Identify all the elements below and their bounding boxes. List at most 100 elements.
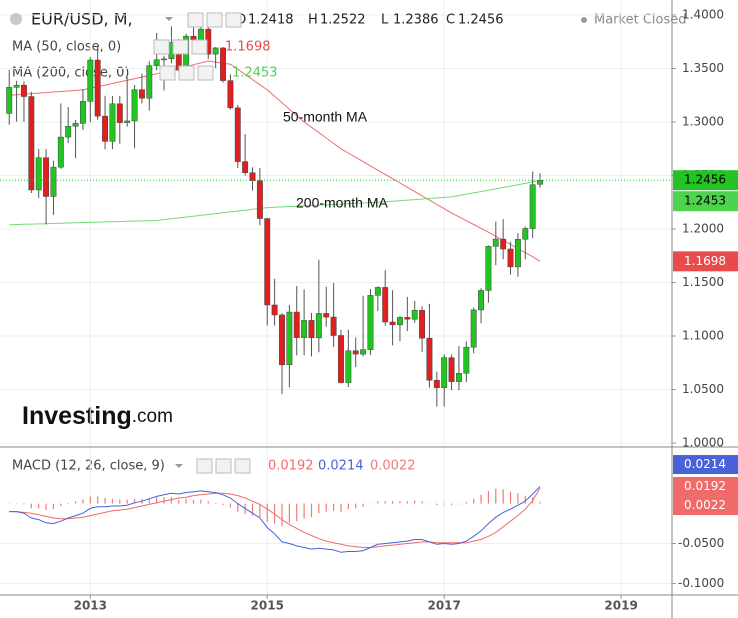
- y-tick-label: -0.1000: [678, 576, 724, 590]
- macd-line: [9, 486, 541, 553]
- histogram-bar: [222, 503, 224, 506]
- histogram-bar: [207, 501, 209, 504]
- ohlc-key: L: [381, 13, 389, 28]
- logo: Investing.com: [22, 402, 173, 430]
- histogram-bar: [52, 503, 55, 510]
- candle-body: [35, 157, 42, 191]
- histogram-bar: [369, 503, 372, 505]
- candle-body: [249, 172, 256, 181]
- status-dot: [581, 17, 587, 23]
- histogram-bar: [89, 496, 91, 504]
- candle-body: [419, 310, 426, 339]
- x-tick-label: 2015: [251, 599, 284, 613]
- histogram-bar: [281, 503, 283, 526]
- y-tick-label: 1.1000: [682, 329, 724, 343]
- candle-body: [271, 304, 278, 316]
- histogram-bar: [428, 503, 431, 505]
- x-tick-label: 2017: [427, 599, 460, 613]
- candle-body: [470, 309, 477, 348]
- histogram-bar: [229, 503, 231, 508]
- candle-body: [234, 107, 241, 162]
- histogram-bar: [421, 501, 423, 504]
- histogram-bar: [111, 498, 114, 504]
- histogram-bar: [178, 499, 180, 504]
- legend-icon: [196, 458, 213, 474]
- moving-average-line: [9, 180, 541, 226]
- candle-body: [286, 311, 293, 366]
- histogram-bar: [30, 503, 32, 509]
- histogram-bar: [97, 496, 99, 504]
- legend-icon: [234, 458, 251, 474]
- histogram-bar: [60, 503, 62, 507]
- candle-body: [72, 123, 79, 127]
- histogram-bar: [473, 498, 475, 504]
- histogram-bar: [487, 490, 490, 504]
- histogram-bar: [391, 501, 394, 504]
- ma50-price-label: 1.1698: [684, 254, 726, 268]
- legend-icon: [159, 65, 176, 81]
- candle-body: [397, 317, 403, 326]
- histogram-bar: [133, 498, 136, 504]
- histogram-bar: [185, 498, 187, 504]
- histogram-bar: [296, 503, 298, 522]
- candle-body: [50, 166, 57, 197]
- candle-body: [242, 161, 249, 173]
- symbol-title: EUR/USD, M,: [31, 10, 133, 29]
- candle-body: [6, 87, 13, 114]
- logo-suffix: .com: [132, 406, 173, 427]
- macd-box: [673, 455, 738, 475]
- candle-body: [13, 84, 20, 88]
- y-tick-label: 1.3000: [682, 114, 724, 128]
- candle-body: [102, 115, 109, 142]
- histogram-bar: [414, 500, 416, 504]
- candle-body: [79, 101, 86, 124]
- candle-body: [360, 349, 367, 355]
- histogram-bar: [148, 498, 150, 504]
- logo-brand: Investing: [22, 402, 132, 430]
- market-status: Market Closed: [594, 13, 687, 28]
- histogram-bar: [362, 503, 364, 507]
- candle-body: [28, 96, 35, 191]
- candle-body: [146, 65, 153, 99]
- histogram-bar: [200, 499, 202, 504]
- candle-body: [338, 335, 344, 383]
- histogram-bar: [458, 503, 460, 505]
- histogram-bar: [310, 503, 313, 518]
- candle-body: [109, 103, 116, 142]
- histogram-bar: [259, 503, 261, 518]
- candle-body: [227, 80, 234, 109]
- candle-body: [455, 373, 462, 382]
- histogram-bar: [465, 502, 467, 504]
- histogram-bar: [524, 495, 526, 504]
- histogram-bar: [45, 503, 47, 511]
- candle-body: [43, 157, 50, 197]
- candle-body: [323, 313, 330, 318]
- candle-body: [500, 238, 507, 250]
- histogram-bar: [325, 503, 327, 512]
- histogram-bar: [266, 503, 268, 522]
- histogram-bar: [163, 497, 165, 504]
- candle-body: [352, 350, 359, 355]
- legend-icon: [197, 65, 214, 81]
- histogram-axis-label: 0.0022: [684, 498, 726, 512]
- ma200-value: 1.2453: [232, 66, 278, 81]
- candle-body: [411, 310, 418, 320]
- candle-body: [404, 317, 411, 320]
- histogram-bar: [539, 501, 541, 504]
- candle-body: [345, 350, 352, 383]
- candle-body: [138, 89, 145, 99]
- candle-body: [161, 58, 167, 61]
- histogram-bar: [8, 503, 10, 505]
- dropdown-caret: [175, 464, 183, 468]
- histogram-bar: [347, 503, 349, 510]
- histogram-bar: [443, 503, 445, 505]
- histogram-value: 0.0022: [370, 459, 416, 474]
- histogram-bar: [340, 503, 342, 512]
- candle-body: [57, 136, 64, 168]
- legend-icon: [153, 39, 170, 55]
- candle-body: [382, 287, 389, 323]
- ma50-price-label-box: [673, 251, 738, 272]
- y-tick-label: 1.3500: [682, 61, 724, 75]
- legend-icon: [187, 12, 204, 28]
- legend-icon: [206, 12, 223, 28]
